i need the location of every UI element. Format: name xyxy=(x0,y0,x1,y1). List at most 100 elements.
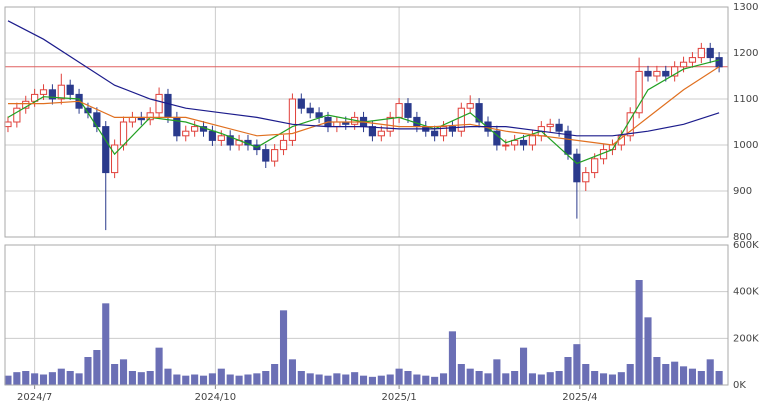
candle-body xyxy=(111,144,119,174)
candle-body xyxy=(191,126,199,132)
volume-bar xyxy=(573,344,581,385)
candle-body xyxy=(519,139,528,146)
volume-bar xyxy=(457,364,465,385)
volume-bar xyxy=(22,371,30,385)
moving-average-line xyxy=(7,20,720,137)
candle-body xyxy=(128,116,137,123)
volume-bar xyxy=(31,373,39,385)
candle-body xyxy=(66,84,74,95)
candle-body xyxy=(208,130,217,141)
candle-body xyxy=(555,123,563,132)
candle-body xyxy=(528,135,537,146)
candle-body xyxy=(306,107,314,114)
volume-bar xyxy=(182,375,190,385)
volume-bar xyxy=(128,371,136,385)
candle-body xyxy=(404,103,412,118)
volume-bar xyxy=(475,371,483,385)
plot-frame xyxy=(4,244,729,386)
candle-body xyxy=(226,135,234,146)
volume-bar xyxy=(671,361,679,385)
volume-bar xyxy=(164,368,172,385)
y-tick-label: 1200 xyxy=(733,48,758,59)
candle-body xyxy=(93,112,101,128)
y-tick-label: 1100 xyxy=(733,94,758,105)
candle-body xyxy=(546,123,554,128)
volume-bar xyxy=(306,373,314,385)
candle-body xyxy=(475,103,483,123)
volume-bar xyxy=(591,371,599,385)
x-tick-label: 2025/4 xyxy=(562,392,597,402)
volume-bar xyxy=(679,366,688,385)
volume-bar xyxy=(84,357,92,385)
volume-bar xyxy=(271,364,279,385)
volume-bar xyxy=(13,372,21,385)
candle-body xyxy=(386,116,394,132)
candle-body xyxy=(57,84,65,100)
candle-body xyxy=(706,47,714,59)
volume-bar xyxy=(484,373,492,385)
volume-bar xyxy=(342,374,350,385)
volume-bar xyxy=(395,368,403,385)
volume-bar xyxy=(4,375,12,385)
candle-body xyxy=(333,121,341,128)
volume-bar xyxy=(93,350,101,385)
volume-bar xyxy=(48,372,56,385)
volume-bar xyxy=(582,364,590,385)
volume-bar xyxy=(502,373,510,385)
volume-bar xyxy=(288,359,296,385)
candle-body xyxy=(119,121,128,146)
candle-body xyxy=(4,121,12,128)
volume-bar xyxy=(715,371,723,385)
volume-bar xyxy=(493,359,501,385)
volume-bar xyxy=(57,368,65,385)
candle-body xyxy=(502,144,510,147)
volume-bar xyxy=(653,357,661,385)
volume-bar xyxy=(626,364,634,385)
candle-body xyxy=(155,93,163,114)
candle-body xyxy=(431,130,439,137)
volume-bar xyxy=(439,373,448,385)
volume-bar xyxy=(511,371,519,385)
volume-bar xyxy=(146,371,154,385)
candle-body xyxy=(644,70,652,77)
candle-body xyxy=(217,135,225,141)
candle-body xyxy=(102,126,110,174)
moving-average-line xyxy=(8,66,720,146)
volume-bar xyxy=(208,373,216,385)
volume-bar xyxy=(422,375,430,385)
volume-bar xyxy=(608,374,616,385)
candle-body xyxy=(466,103,474,109)
candle-body xyxy=(395,103,403,118)
volume-bar xyxy=(377,375,385,385)
volume-bar xyxy=(359,375,368,385)
volume-bar xyxy=(431,376,439,385)
y-tick-label: 200K xyxy=(733,333,759,344)
volume-bar xyxy=(244,374,252,385)
volume-bar xyxy=(555,371,563,385)
volume-bar xyxy=(448,331,456,385)
candle-body xyxy=(368,126,377,137)
volume-bar xyxy=(66,371,74,385)
volume-bar xyxy=(537,374,545,385)
candle-body xyxy=(279,139,288,151)
volume-bar xyxy=(324,375,332,385)
volume-bar xyxy=(617,372,625,385)
candle-body xyxy=(262,149,270,162)
candle-body xyxy=(271,149,279,162)
volume-bar xyxy=(368,376,376,385)
candle-body xyxy=(13,107,21,123)
candle-body xyxy=(48,89,57,100)
candle-body xyxy=(573,153,581,183)
volume-bar xyxy=(75,373,83,385)
volume-bar xyxy=(119,359,128,385)
candle-body xyxy=(697,47,705,59)
volume-bar xyxy=(173,374,181,385)
y-tick-label: 400K xyxy=(733,287,759,298)
volume-bar xyxy=(199,375,208,385)
volume-bar xyxy=(599,373,608,385)
volume-bar xyxy=(564,357,572,385)
volume-bar xyxy=(137,372,145,385)
volume-bar xyxy=(688,368,696,385)
volume-bar xyxy=(697,371,705,385)
